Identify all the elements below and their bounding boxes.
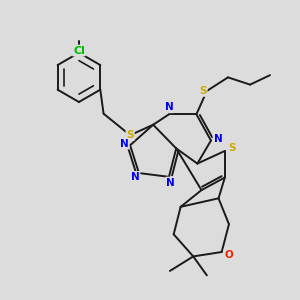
Text: N: N [166, 178, 175, 188]
Text: O: O [224, 250, 233, 260]
Text: S: S [199, 86, 207, 96]
Text: S: S [126, 130, 134, 140]
Text: N: N [165, 102, 173, 112]
Text: N: N [120, 139, 129, 149]
Text: N: N [214, 134, 222, 144]
Text: S: S [228, 143, 236, 153]
Text: N: N [131, 172, 140, 182]
Text: Cl: Cl [73, 46, 85, 56]
